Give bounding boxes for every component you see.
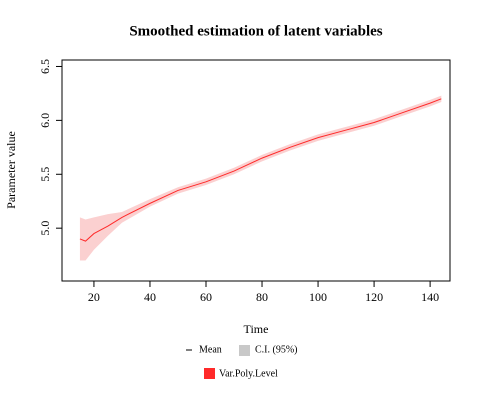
- x-tick-label: 80: [256, 290, 268, 304]
- chart-title: Smoothed estimation of latent variables: [129, 23, 382, 39]
- legend-ci-swatch: [239, 345, 250, 356]
- x-tick-label: 120: [365, 290, 383, 304]
- mean-line: [79, 98, 442, 242]
- y-axis-label: Parameter value: [4, 131, 18, 209]
- x-tick-label: 100: [309, 290, 327, 304]
- x-tick-label: 60: [200, 290, 212, 304]
- legend-swatch: [204, 368, 215, 379]
- plot-frame: [61, 59, 451, 282]
- legend-label: Mean: [199, 344, 222, 355]
- y-tick-label: 6.5: [38, 59, 52, 74]
- y-tick-label: 5.5: [38, 167, 52, 182]
- x-tick-label: 140: [421, 290, 439, 304]
- ci-band: [79, 95, 442, 261]
- legend-label: Var.Poly.Level: [219, 368, 278, 379]
- y-tick-label: 6.0: [38, 113, 52, 128]
- x-tick-label: 20: [88, 290, 100, 304]
- x-tick-label: 40: [144, 290, 156, 304]
- legend-label: C.I. (95%): [255, 344, 298, 355]
- y-tick-label: 5.0: [38, 221, 52, 236]
- x-axis-label: Time: [244, 322, 269, 336]
